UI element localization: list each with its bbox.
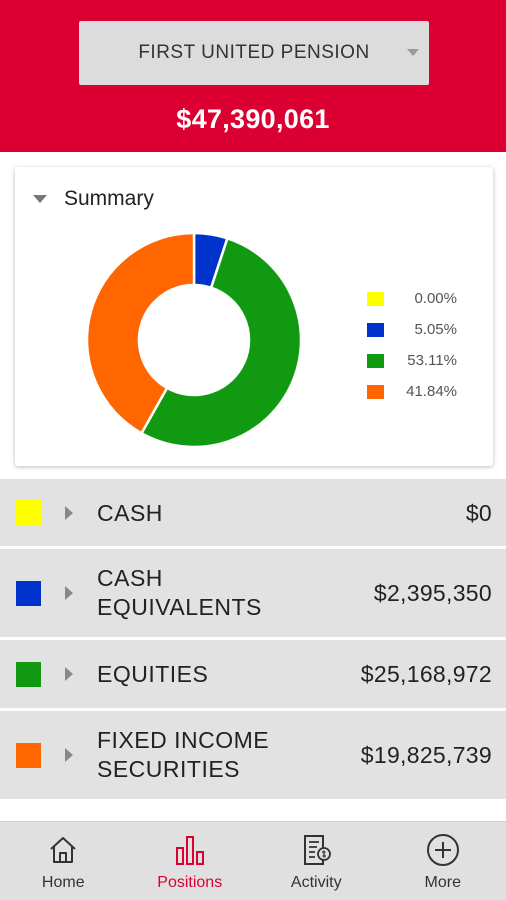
nav-item-positions[interactable]: Positions: [127, 822, 254, 900]
account-dropdown[interactable]: FIRST UNITED PENSION: [79, 21, 429, 85]
summary-title: Summary: [64, 187, 154, 210]
category-value: $2,395,350: [373, 580, 492, 606]
category-row-cash-equivalents[interactable]: CASH EQUIVALENTS $2,395,350: [0, 549, 506, 637]
expand-chevron-icon: [65, 748, 73, 762]
nav-label: More: [424, 874, 461, 891]
nav-label: Activity: [290, 874, 342, 891]
legend-value: 41.84%: [406, 383, 457, 400]
chart-legend: 0.00% 5.05% 53.11% 41.84%: [367, 283, 457, 407]
category-name: CASH: [97, 500, 163, 526]
category-value: $19,825,739: [360, 742, 492, 768]
category-swatch: [16, 500, 41, 525]
nav-label: Home: [41, 874, 85, 891]
category-row-equities[interactable]: EQUITIES $25,168,972: [0, 640, 506, 708]
account-name: FIRST UNITED PENSION: [138, 42, 370, 63]
category-value: $25,168,972: [360, 661, 492, 687]
category-value: $0: [465, 500, 492, 526]
expand-chevron-icon: [65, 506, 73, 520]
category-name: CASH EQUIVALENTS: [97, 565, 262, 620]
expand-chevron-icon: [65, 586, 73, 600]
nav-item-activity[interactable]: Activity: [253, 822, 380, 900]
allocation-donut-chart: [85, 231, 303, 449]
legend-value: 0.00%: [414, 290, 457, 307]
category-swatch: [16, 581, 41, 606]
legend-value: 53.11%: [407, 352, 457, 369]
nav-item-more[interactable]: More: [380, 822, 506, 900]
category-swatch: [16, 662, 41, 687]
expand-chevron-icon: [65, 667, 73, 681]
summary-toggle[interactable]: Summary: [33, 187, 154, 211]
legend-item: 0.00%: [367, 283, 457, 314]
legend-swatch: [367, 384, 384, 399]
nav-label: Positions: [157, 874, 223, 891]
bottom-navigation: Home Positions Activity More: [0, 821, 506, 900]
category-name: EQUITIES: [97, 661, 209, 687]
legend-item: 5.05%: [367, 314, 457, 345]
donut-slice-fixed-income-securities: [85, 231, 196, 435]
category-swatch: [16, 743, 41, 768]
category-name: FIXED INCOME SECURITIES: [97, 727, 270, 782]
legend-item: 53.11%: [367, 345, 457, 376]
collapse-triangle-icon: [33, 195, 47, 203]
legend-swatch: [367, 291, 384, 306]
legend-swatch: [367, 322, 384, 337]
nav-item-home[interactable]: Home: [0, 822, 127, 900]
bar-chart-icon: [175, 836, 204, 865]
category-row-cash[interactable]: CASH $0: [0, 479, 506, 546]
category-row-fixed-income[interactable]: FIXED INCOME SECURITIES $19,825,739: [0, 711, 506, 799]
statement-icon: [304, 835, 332, 865]
donut-slice-equities: [139, 236, 303, 449]
plus-circle-icon: [426, 834, 459, 866]
legend-item: 41.84%: [367, 376, 457, 407]
header: FIRST UNITED PENSION $47,390,061: [0, 0, 506, 152]
legend-value: 5.05%: [414, 321, 457, 338]
summary-card: Summary 0.00% 5.05% 53.11% 41.84%: [15, 167, 493, 466]
legend-swatch: [367, 353, 384, 368]
dropdown-caret-icon: [407, 49, 419, 56]
total-value: $47,390,061: [176, 104, 330, 134]
home-icon: [50, 837, 76, 863]
